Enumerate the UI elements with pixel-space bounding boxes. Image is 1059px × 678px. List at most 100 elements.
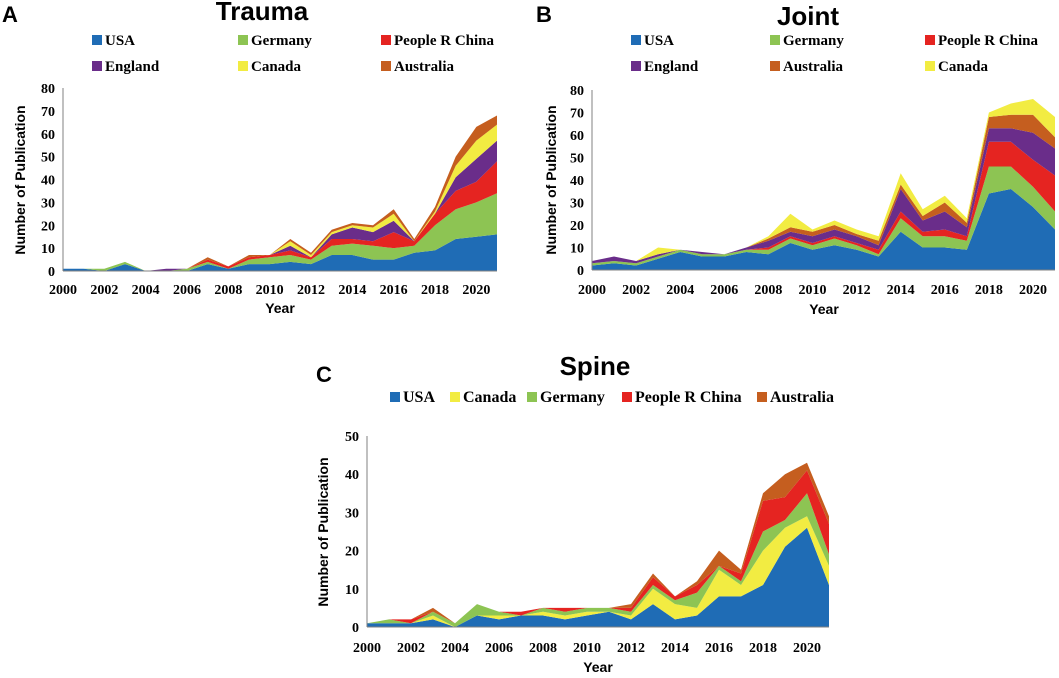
legend-label: Canada: [251, 59, 302, 75]
x-tick-label: 2012: [843, 283, 871, 298]
x-tick-label: 2000: [578, 283, 606, 298]
legend-swatch: [450, 392, 460, 402]
legend-label: Germany: [783, 33, 844, 49]
legend-swatch: [92, 61, 102, 71]
x-tick-label: 2006: [710, 283, 738, 298]
y-tick-label: 40: [41, 174, 55, 189]
legend-swatch: [757, 392, 767, 402]
y-tick-label: 50: [345, 430, 359, 445]
area-series-germany: [63, 193, 497, 271]
x-tick-label: 2018: [421, 283, 449, 298]
x-tick-label: 2006: [173, 283, 201, 298]
legend-label: Germany: [251, 33, 312, 49]
y-tick-label: 20: [570, 219, 584, 234]
x-tick-label: 2006: [485, 641, 513, 656]
legend-label: People R China: [394, 33, 495, 49]
area-series-people-r-china: [592, 141, 1055, 264]
x-tick-label: 2010: [256, 283, 284, 298]
legend-label: Australia: [783, 59, 844, 75]
area-series-australia: [592, 114, 1055, 261]
area-series-group: [63, 115, 497, 271]
legend-label: People R China: [635, 389, 742, 406]
x-tick-label: 2014: [887, 283, 915, 298]
x-tick-label: 2018: [749, 641, 777, 656]
x-tick-label: 2012: [297, 283, 325, 298]
y-tick-label: 60: [570, 129, 584, 144]
legend-label: USA: [105, 33, 135, 49]
x-tick-label: 2000: [353, 641, 381, 656]
y-axis-label: Number of Publication: [12, 105, 28, 254]
y-tick-label: 30: [345, 506, 359, 521]
legend: USA Germany People R China England Canada Aus…: [92, 33, 495, 75]
legend-swatch: [925, 35, 935, 45]
legend-swatch: [238, 61, 248, 71]
x-tick-label: 2002: [90, 283, 118, 298]
panel-letter: B: [536, 2, 552, 27]
x-tick-label: 2010: [798, 283, 826, 298]
x-tick-label: 2004: [132, 283, 160, 298]
legend-swatch: [622, 392, 632, 402]
y-tick-label: 80: [570, 84, 584, 99]
chart-title: Trauma: [216, 0, 309, 26]
y-tick-label: 40: [345, 468, 359, 483]
x-tick-label: 2008: [529, 641, 557, 656]
y-tick-label: 30: [41, 196, 55, 211]
x-tick-label: 2010: [573, 641, 601, 656]
legend-label: Canada: [463, 389, 516, 406]
area-series-usa: [592, 189, 1055, 270]
y-axis-label: Number of Publication: [315, 457, 331, 606]
chart-trauma: A Trauma 0 10 20 30 40 50 60 70 80 2000 2002 2004 20…: [2, 0, 497, 316]
area-series-germany: [592, 166, 1055, 266]
x-tick-label: 2018: [975, 283, 1003, 298]
legend: USA Germany People R China England Australia…: [631, 33, 1039, 75]
x-axis-label: Year: [265, 300, 295, 316]
y-tick-label: 10: [345, 583, 359, 598]
y-tick-label: 60: [41, 128, 55, 143]
legend-label: USA: [403, 389, 435, 406]
x-tick-label: 2008: [754, 283, 782, 298]
legend-swatch: [238, 35, 248, 45]
chart-joint: B Joint 0 10 20 30 40 50 60 70 80 2000 2002 2004 200…: [536, 1, 1055, 317]
y-tick-label: 20: [345, 545, 359, 560]
legend-swatch: [770, 61, 780, 71]
legend-swatch: [631, 35, 641, 45]
y-tick-label: 50: [41, 151, 55, 166]
chart-title: Joint: [777, 1, 839, 31]
y-tick-label: 0: [577, 264, 584, 279]
x-tick-label: 2002: [622, 283, 650, 298]
x-tick-label: 2012: [617, 641, 645, 656]
legend-label: Australia: [394, 59, 455, 75]
y-tick-label: 0: [48, 265, 55, 280]
y-tick-label: 10: [41, 242, 55, 257]
panel-letter: A: [2, 2, 18, 27]
y-tick-label: 10: [570, 242, 584, 257]
legend-swatch: [770, 35, 780, 45]
x-tick-label: 2014: [338, 283, 366, 298]
y-tick-label: 40: [570, 174, 584, 189]
y-tick-label: 20: [41, 219, 55, 234]
area-series-canada: [367, 516, 829, 627]
x-tick-label: 2020: [462, 283, 490, 298]
chart-title: Spine: [560, 351, 631, 381]
y-tick-label: 50: [570, 152, 584, 167]
area-series-people-r-china: [63, 161, 497, 271]
area-series-england: [592, 128, 1055, 264]
y-tick-label: 80: [41, 82, 55, 97]
x-axis-label: Year: [809, 301, 839, 317]
x-tick-label: 2014: [661, 641, 689, 656]
y-axis-label: Number of Publication: [543, 105, 559, 254]
x-tick-label: 2016: [705, 641, 733, 656]
legend-label: USA: [644, 33, 674, 49]
x-tick-label: 2020: [793, 641, 821, 656]
legend-label: Germany: [540, 389, 605, 406]
legend-label: Canada: [938, 59, 989, 75]
legend-swatch: [390, 392, 400, 402]
legend-swatch: [381, 61, 391, 71]
panel-letter: C: [316, 362, 332, 387]
chart-spine: C Spine 0 10 20 30 40 50 2000 2002 2004 2006 2008 2…: [315, 351, 834, 675]
area-series-group: [367, 462, 829, 627]
legend: USA Canada Germany People R China Australia: [390, 389, 834, 406]
area-series-usa: [63, 234, 497, 271]
legend-swatch: [925, 61, 935, 71]
legend-label: Australia: [770, 389, 834, 406]
